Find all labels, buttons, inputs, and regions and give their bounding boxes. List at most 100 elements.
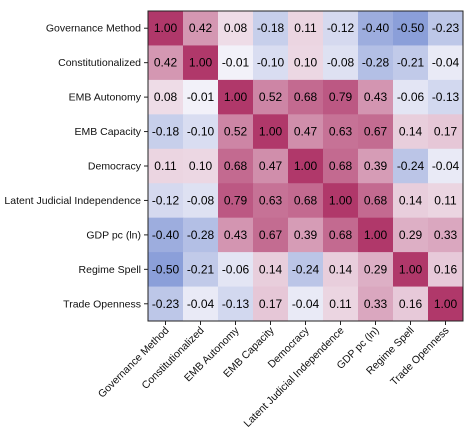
heatmap-cell bbox=[253, 45, 289, 81]
heatmap-cell bbox=[183, 11, 219, 46]
cell-value-label: -0.28 bbox=[362, 56, 390, 70]
cell-value-label: 0.68 bbox=[294, 90, 318, 104]
cell-value-label: 0.43 bbox=[224, 228, 248, 242]
heatmap-cell bbox=[148, 45, 184, 81]
cell-value-label: 0.63 bbox=[259, 193, 283, 207]
cell-value-label: 0.47 bbox=[294, 125, 318, 139]
heatmap-cell bbox=[183, 217, 219, 253]
y-tick-label: Democracy bbox=[88, 161, 142, 173]
heatmap-cell bbox=[358, 183, 394, 219]
cell-value-label: -0.08 bbox=[187, 193, 215, 207]
cell-value-label: -0.04 bbox=[292, 297, 320, 311]
cell-value-label: 0.79 bbox=[329, 90, 353, 104]
heatmap-cell bbox=[148, 286, 184, 322]
heatmap-cell bbox=[218, 217, 254, 253]
heatmap-cell bbox=[323, 114, 359, 150]
heatmap-cell bbox=[428, 148, 464, 184]
cell-value-label: -0.50 bbox=[152, 262, 180, 276]
heatmap-cell bbox=[148, 217, 184, 253]
heatmap-cells bbox=[148, 11, 464, 322]
y-tick-label: GDP pc (ln) bbox=[86, 229, 141, 241]
heatmap-cell bbox=[288, 45, 324, 81]
cell-value-label: 0.08 bbox=[224, 21, 248, 35]
cell-value-label: 1.00 bbox=[329, 193, 353, 207]
cell-value-label: 1.00 bbox=[399, 262, 423, 276]
heatmap-cell bbox=[253, 183, 289, 219]
cell-value-label: 0.16 bbox=[399, 297, 423, 311]
cell-value-label: 0.17 bbox=[259, 297, 283, 311]
y-ticks bbox=[144, 27, 148, 305]
cell-value-label: 1.00 bbox=[294, 159, 318, 173]
cell-value-label: 0.68 bbox=[329, 228, 353, 242]
cell-value-label: 0.52 bbox=[259, 90, 283, 104]
cell-value-label: -0.12 bbox=[152, 193, 180, 207]
cell-value-label: -0.12 bbox=[327, 21, 355, 35]
y-tick-label: Trade Openness bbox=[63, 298, 141, 310]
heatmap-cell bbox=[393, 79, 429, 115]
heatmap-cell bbox=[253, 286, 289, 322]
y-tick-label: Constitutionalized bbox=[58, 57, 141, 69]
y-tick-label: EMB Autonomy bbox=[69, 92, 142, 104]
heatmap-cell bbox=[393, 217, 429, 253]
heatmap-cell bbox=[218, 148, 254, 184]
cell-value-label: 0.10 bbox=[189, 159, 213, 173]
heatmap-cell bbox=[148, 148, 184, 184]
heatmap-cell bbox=[428, 114, 464, 150]
heatmap-cell bbox=[358, 45, 394, 81]
heatmap-cell bbox=[253, 252, 289, 288]
cell-value-label: -0.24 bbox=[397, 159, 425, 173]
cell-value-label: -0.04 bbox=[432, 56, 460, 70]
cell-value-label: 0.67 bbox=[364, 125, 388, 139]
heatmap-cell bbox=[183, 79, 219, 115]
heatmap-cell bbox=[218, 79, 254, 115]
heatmap-cell bbox=[393, 114, 429, 150]
cell-value-label: -0.04 bbox=[432, 159, 460, 173]
cell-value-label: 1.00 bbox=[259, 125, 283, 139]
cell-value-label: 0.68 bbox=[329, 159, 353, 173]
cell-value-label: -0.13 bbox=[222, 297, 250, 311]
heatmap-cell bbox=[288, 79, 324, 115]
cell-value-label: 0.42 bbox=[189, 21, 213, 35]
cell-value-label: 0.79 bbox=[224, 193, 248, 207]
heatmap-value-labels: 1.00 0.42 0.08 -0.18 0.11 -0.12 -0.40 -0.50 -0.2… bbox=[152, 21, 460, 311]
heatmap-cell bbox=[218, 252, 254, 288]
cell-value-label: 0.42 bbox=[154, 56, 178, 70]
cell-value-label: 0.08 bbox=[154, 90, 178, 104]
heatmap-cell bbox=[428, 11, 464, 46]
heatmap-cell bbox=[183, 45, 219, 81]
heatmap-cell bbox=[358, 286, 394, 322]
cell-value-label: 0.67 bbox=[259, 228, 283, 242]
heatmap-cell bbox=[358, 252, 394, 288]
heatmap-cell bbox=[393, 183, 429, 219]
cell-value-label: -0.28 bbox=[187, 228, 215, 242]
heatmap-cell bbox=[288, 286, 324, 322]
cell-value-label: 0.16 bbox=[434, 262, 458, 276]
y-tick-label: Governance Method bbox=[46, 23, 141, 35]
cell-value-label: 1.00 bbox=[189, 56, 213, 70]
y-tick-labels: Governance Method Constitutionalized EMB A… bbox=[4, 23, 141, 311]
cell-value-label: 0.17 bbox=[434, 125, 458, 139]
heatmap-cell bbox=[323, 45, 359, 81]
heatmap-cell bbox=[218, 45, 254, 81]
cell-value-label: 0.29 bbox=[364, 262, 388, 276]
cell-value-label: 1.00 bbox=[224, 90, 248, 104]
heatmap-cell bbox=[253, 11, 289, 46]
y-tick-label: EMB Capacity bbox=[74, 126, 141, 138]
cell-value-label: -0.06 bbox=[397, 90, 425, 104]
heatmap-cell bbox=[393, 286, 429, 322]
cell-value-label: 0.33 bbox=[434, 228, 458, 242]
cell-value-label: -0.06 bbox=[222, 262, 250, 276]
heatmap-cell bbox=[323, 11, 359, 46]
cell-value-label: 0.11 bbox=[294, 21, 317, 35]
heatmap-cell bbox=[253, 148, 289, 184]
y-tick-label: Latent Judicial Independence bbox=[4, 195, 141, 207]
cell-value-label: 1.00 bbox=[434, 297, 458, 311]
cell-value-label: -0.01 bbox=[187, 90, 215, 104]
cell-value-label: 0.11 bbox=[329, 297, 352, 311]
cell-value-label: 0.33 bbox=[364, 297, 388, 311]
cell-value-label: 0.52 bbox=[224, 125, 248, 139]
x-tick-label: Constitutionalized bbox=[140, 325, 207, 392]
heatmap-cell bbox=[218, 114, 254, 150]
